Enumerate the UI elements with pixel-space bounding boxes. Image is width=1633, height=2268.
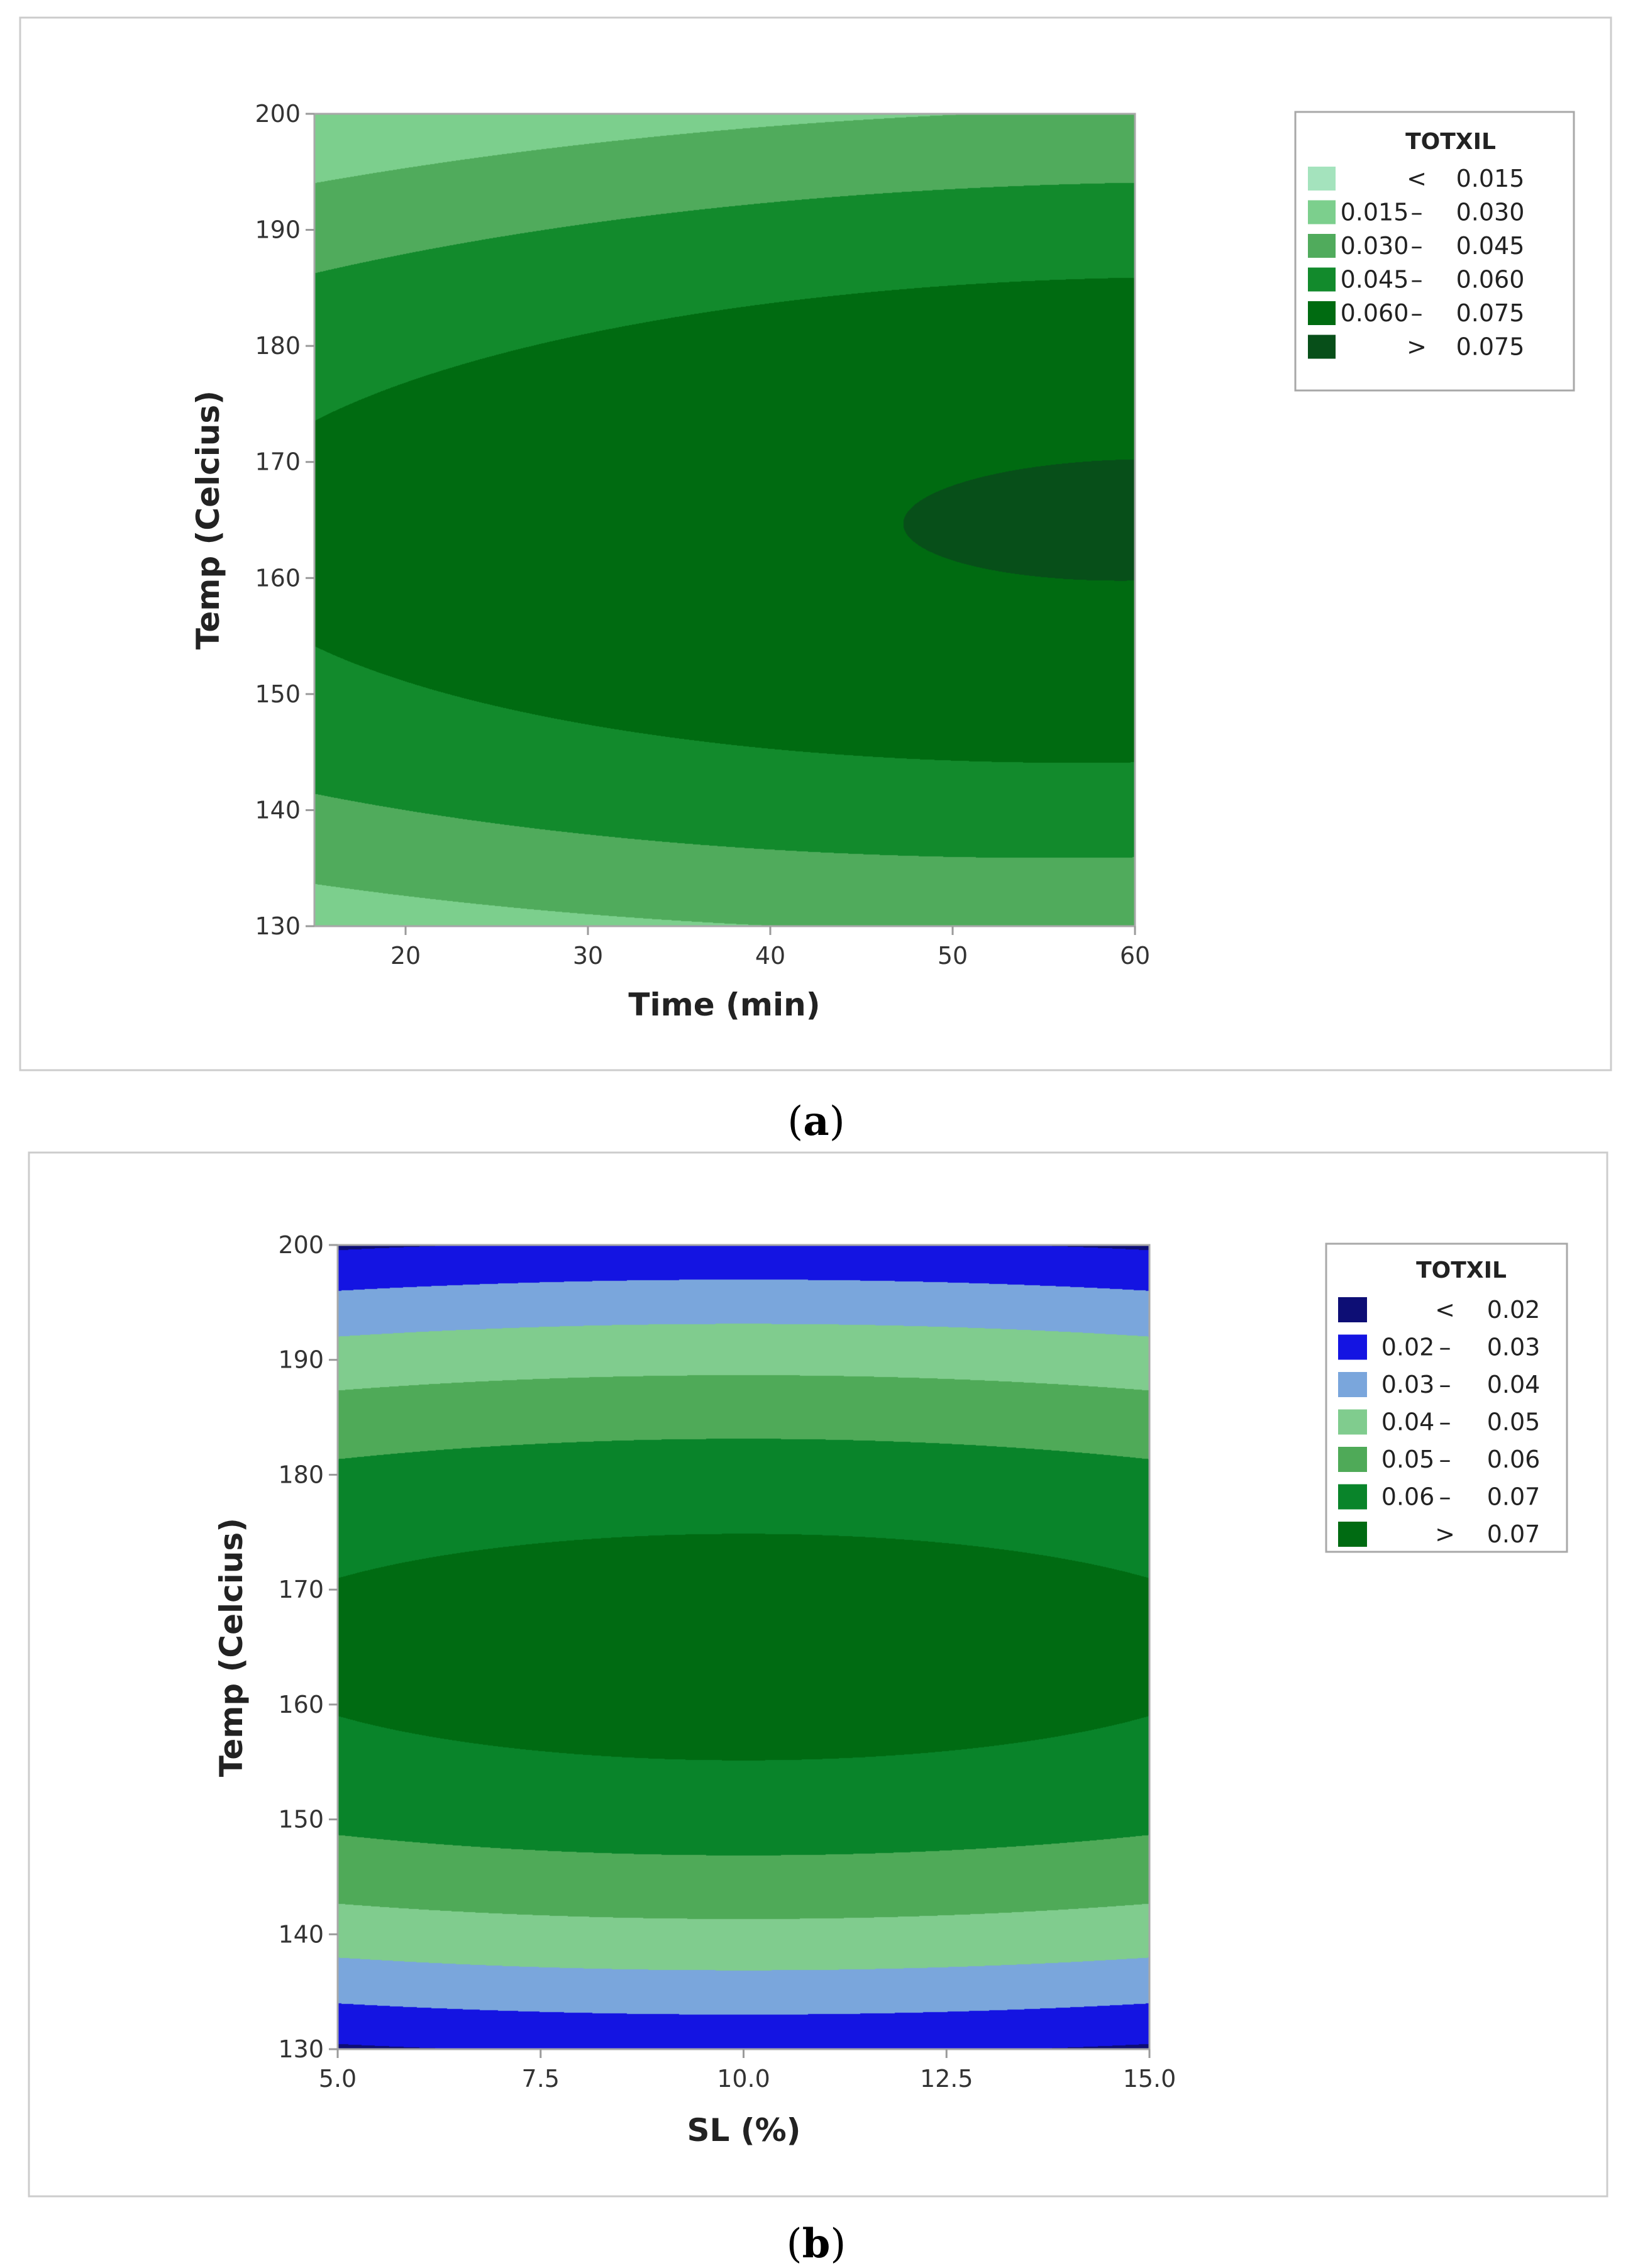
panel-a-y-ticks: 130 140 150 160 170 180 190 200 xyxy=(255,100,314,940)
panel-b: 130 140 150 160 170 180 190 200 5.0 7.5 10.0 12.5 1… xyxy=(28,1151,1608,2198)
panel-b-legend-separator: – xyxy=(1439,1446,1451,1473)
panel-a-x-tick-label: 60 xyxy=(1120,942,1150,970)
panel-b-legend-swatch xyxy=(1338,1409,1367,1435)
panel-a-legend-low: 0.030 xyxy=(1341,232,1409,260)
panel-a-legend-separator: – xyxy=(1411,299,1423,327)
panel-a-legend-swatch xyxy=(1308,167,1336,191)
panel-a-legend-high: 0.075 xyxy=(1456,333,1525,361)
panel-a-legend-swatch xyxy=(1308,234,1336,258)
panel-a-y-tick-label: 170 xyxy=(255,448,301,476)
panel-a-y-tick-label: 190 xyxy=(255,216,301,244)
panel-b-y-tick-label: 200 xyxy=(278,1231,324,1259)
panel-a-y-axis-title: Temp (Celcius) xyxy=(190,390,226,650)
panel-a-y-tick-label: 200 xyxy=(255,100,301,128)
panel-b-legend-separator: > xyxy=(1435,1520,1455,1548)
panel-b-legend-high: 0.02 xyxy=(1487,1296,1541,1324)
panel-b-contour-surface xyxy=(338,1245,1149,2049)
panel-a-plot-border xyxy=(313,113,1136,927)
panel-a-plot-area xyxy=(313,113,1136,927)
panel-a-legend-separator: – xyxy=(1411,232,1423,260)
panel-a-x-ticks: 20 30 40 50 60 xyxy=(390,926,1150,970)
panel-b-y-axis-title: Temp (Celcius) xyxy=(213,1518,250,1777)
panel-b-caption: (b) xyxy=(787,2220,846,2267)
panel-b-legend-rows: <0.020.02–0.030.03–0.040.04–0.050.05–0.0… xyxy=(1338,1296,1540,1548)
panel-a-y-tick-label: 150 xyxy=(255,680,301,708)
panel-a-legend-title: TOTXIL xyxy=(1405,129,1496,155)
panel-b-y-tick-label: 180 xyxy=(278,1461,324,1488)
panel-a-x-tick-label: 50 xyxy=(938,942,968,970)
panel-b-y-ticks: 130 140 150 160 170 180 190 200 xyxy=(278,1231,338,2063)
panel-a-caption: (a) xyxy=(787,1098,844,1145)
panel-b-y-tick-label: 140 xyxy=(278,1920,324,1948)
panel-b-legend-low: 0.03 xyxy=(1381,1371,1435,1398)
panel-b-legend-low: 0.06 xyxy=(1381,1483,1435,1511)
panel-b-x-axis-title: SL (%) xyxy=(687,2112,800,2149)
panel-b-legend-high: 0.03 xyxy=(1487,1334,1541,1361)
panel-a-legend-separator: – xyxy=(1411,266,1423,294)
panel-b-legend-separator: < xyxy=(1435,1296,1455,1324)
panel-b-y-tick-label: 130 xyxy=(278,2035,324,2063)
panel-b-legend-high: 0.04 xyxy=(1487,1371,1541,1398)
panel-a-legend-separator: > xyxy=(1407,333,1427,361)
panel-a-legend-swatch xyxy=(1308,200,1336,224)
panel-b-y-tick-label: 150 xyxy=(278,1806,324,1834)
panel-b-legend-swatch xyxy=(1338,1447,1367,1472)
panel-b-legend-swatch xyxy=(1338,1484,1367,1510)
panel-a-legend-separator: < xyxy=(1407,165,1427,192)
panel-a-legend-separator: – xyxy=(1411,199,1423,226)
panel-a-legend: TOTXIL <0.0150.015–0.0300.030–0.0450.045… xyxy=(1294,111,1575,392)
panel-a-x-tick-label: 30 xyxy=(573,942,603,970)
panel-b-legend-high: 0.07 xyxy=(1487,1483,1541,1511)
panel-b-legend-swatch xyxy=(1338,1334,1367,1360)
panel-a-y-tick-label: 180 xyxy=(255,332,301,360)
panel-a-x-axis-title: Time (min) xyxy=(628,987,820,1023)
panel-b-legend-separator: – xyxy=(1439,1371,1451,1398)
panel-b-legend-low: 0.02 xyxy=(1381,1334,1435,1361)
panel-a-legend-high: 0.015 xyxy=(1456,165,1525,192)
panel-a: 130 140 150 160 170 180 190 200 20 30 40 50 60 Time… xyxy=(19,16,1612,1071)
panel-a-x-tick-label: 40 xyxy=(755,942,785,970)
panel-a-contour-surface xyxy=(314,114,1135,926)
panel-b-plot-area xyxy=(336,1244,1151,2050)
panel-b-legend-high: 0.06 xyxy=(1487,1446,1541,1473)
panel-a-legend-box xyxy=(1294,111,1575,392)
panel-a-y-tick-label: 130 xyxy=(255,912,301,940)
panel-b-legend-low: 0.05 xyxy=(1381,1446,1435,1473)
panel-a-legend-swatch xyxy=(1308,335,1336,359)
panel-a-legend-swatch xyxy=(1308,267,1336,292)
panel-a-y-tick-label: 160 xyxy=(255,564,301,592)
panel-b-legend-swatch xyxy=(1338,1372,1367,1397)
panel-a-legend-rows: <0.0150.015–0.0300.030–0.0450.045–0.0600… xyxy=(1308,165,1524,361)
panel-b-legend-separator: – xyxy=(1439,1483,1451,1511)
panel-b-legend-swatch xyxy=(1338,1297,1367,1322)
panel-a-legend-low: 0.015 xyxy=(1341,199,1409,226)
panel-a-x-tick-label: 20 xyxy=(390,942,421,970)
panel-b-legend: TOTXIL <0.020.02–0.030.03–0.040.04–0.050… xyxy=(1325,1242,1568,1553)
panel-a-legend-high: 0.075 xyxy=(1456,299,1525,327)
panel-a-y-tick-label: 140 xyxy=(255,796,301,824)
panel-b-x-ticks: 5.0 7.5 10.0 12.5 15.0 xyxy=(319,2049,1176,2093)
panel-b-y-tick-label: 160 xyxy=(278,1691,324,1718)
panel-b-legend-separator: – xyxy=(1439,1334,1451,1361)
panel-b-legend-separator: – xyxy=(1439,1408,1451,1436)
panel-b-legend-swatch xyxy=(1338,1522,1367,1547)
panel-b-x-tick-label: 12.5 xyxy=(920,2065,973,2093)
panel-a-legend-high: 0.060 xyxy=(1456,266,1525,294)
panel-b-y-tick-label: 170 xyxy=(278,1576,324,1603)
panel-b-x-tick-label: 15.0 xyxy=(1123,2065,1176,2093)
panel-a-legend-high: 0.030 xyxy=(1456,199,1525,226)
panel-b-legend-high: 0.05 xyxy=(1487,1408,1541,1436)
panel-a-legend-low: 0.060 xyxy=(1341,299,1409,327)
panel-b-x-tick-label: 10.0 xyxy=(717,2065,770,2093)
panel-b-legend-title: TOTXIL xyxy=(1416,1258,1507,1283)
panel-b-x-tick-label: 5.0 xyxy=(319,2065,357,2093)
panel-b-legend-high: 0.07 xyxy=(1487,1520,1541,1548)
panel-b-y-tick-label: 190 xyxy=(278,1346,324,1374)
panel-b-legend-low: 0.04 xyxy=(1381,1408,1435,1436)
panel-b-x-tick-label: 7.5 xyxy=(522,2065,560,2093)
panel-a-legend-low: 0.045 xyxy=(1341,266,1409,294)
panel-a-legend-swatch xyxy=(1308,301,1336,325)
panel-a-legend-high: 0.045 xyxy=(1456,232,1525,260)
